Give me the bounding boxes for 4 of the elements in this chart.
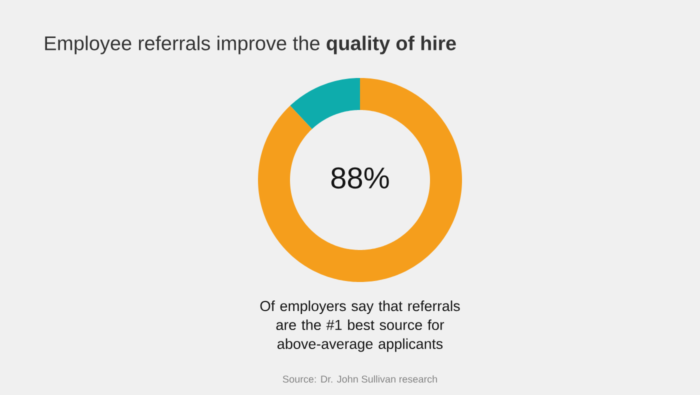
source-note: Source: Dr. John Sullivan research <box>282 375 437 383</box>
text: 88% <box>331 167 389 189</box>
chart-title: Employee referrals improve the quality of hire <box>45 36 456 54</box>
text: Of employers say that referrals are the #1 best source for above-average applicants <box>260 300 460 352</box>
